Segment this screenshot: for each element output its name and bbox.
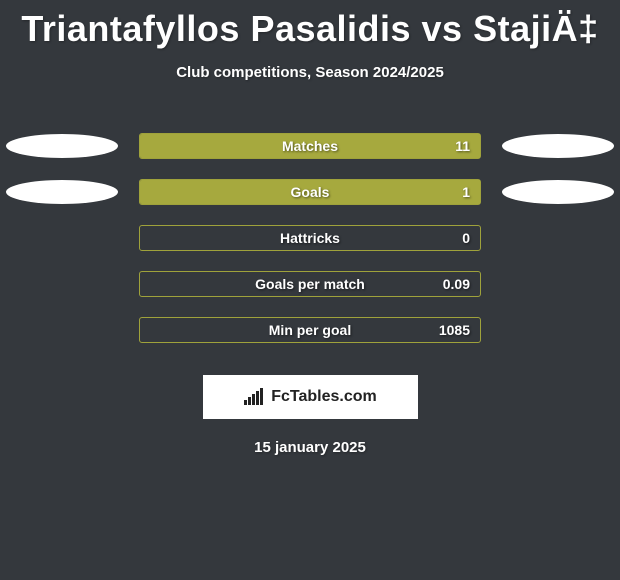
stat-row: Goals per match0.09 <box>0 261 620 307</box>
bar-container: Hattricks0 <box>139 225 481 251</box>
bar-label: Hattricks <box>140 230 480 246</box>
bar-label: Goals per match <box>140 276 480 292</box>
bar-value: 1 <box>462 184 470 200</box>
bar-value: 11 <box>455 138 470 154</box>
stat-row: Hattricks0 <box>0 215 620 261</box>
stat-row: Matches11 <box>0 123 620 169</box>
bar-value: 1085 <box>439 322 470 338</box>
brand-box[interactable]: FcTables.com <box>203 375 418 419</box>
bar-label: Matches <box>140 138 480 154</box>
bar-label: Min per goal <box>140 322 480 338</box>
subtitle: Club competitions, Season 2024/2025 <box>0 64 620 81</box>
ellipse-right <box>502 134 614 158</box>
comparison-chart: Matches11 Goals1 Hattricks0 Goals per match… <box>0 123 620 353</box>
stat-row: Goals1 <box>0 169 620 215</box>
date-label: 15 january 2025 <box>0 439 620 456</box>
chart-bars-icon <box>243 388 265 406</box>
bar-value: 0.09 <box>443 276 470 292</box>
bar-container: Goals per match0.09 <box>139 271 481 297</box>
bar-container: Matches11 <box>139 133 481 159</box>
bar-value: 0 <box>462 230 470 246</box>
stat-row: Min per goal1085 <box>0 307 620 353</box>
brand-label: FcTables.com <box>271 388 377 406</box>
bar-container: Goals1 <box>139 179 481 205</box>
ellipse-left <box>6 180 118 204</box>
ellipse-left <box>6 134 118 158</box>
bar-container: Min per goal1085 <box>139 317 481 343</box>
ellipse-right <box>502 180 614 204</box>
page-title: Triantafyllos Pasalidis vs StajiÄ‡ <box>0 0 620 50</box>
bar-label: Goals <box>140 184 480 200</box>
